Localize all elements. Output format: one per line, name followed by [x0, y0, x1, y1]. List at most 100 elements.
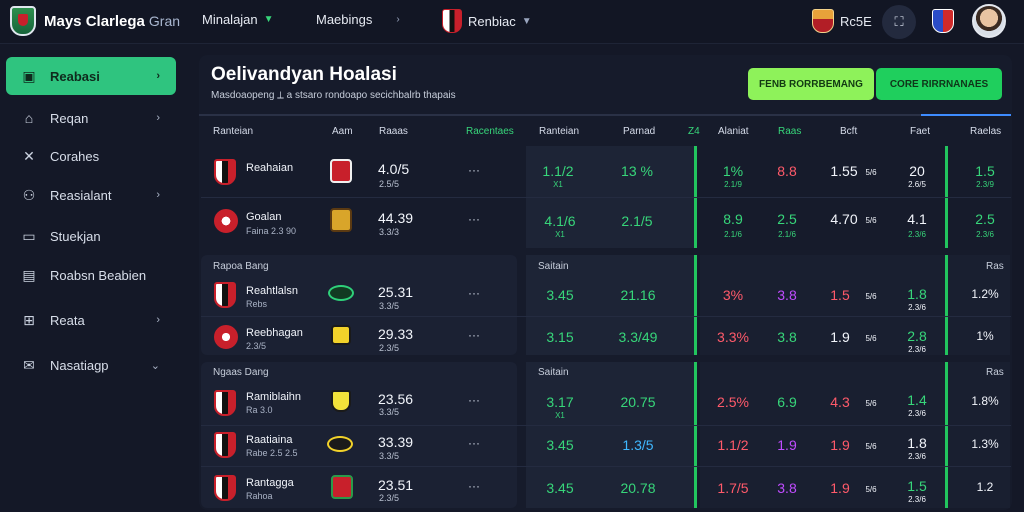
avatar[interactable]	[972, 4, 1006, 38]
team-crest-icon[interactable]	[932, 9, 954, 33]
team-crest-icon	[812, 9, 834, 33]
nav-matches[interactable]: Maebings ›	[316, 12, 400, 27]
stat-sub: 5/6	[865, 216, 877, 225]
col-header-rates: Raaas	[379, 126, 408, 137]
rate-value: 23.51	[378, 477, 414, 493]
accent-bar	[945, 255, 948, 355]
top-bar: Mays Clarlega Gran Minalajan ▼ Maebings ›…	[0, 0, 1024, 44]
stat-cell: 3.8	[777, 329, 797, 345]
chevron-right-icon: ›	[156, 314, 160, 326]
col-header-team: Ranteian	[213, 126, 254, 137]
club-crest-logo	[10, 6, 36, 36]
more-options-icon[interactable]: ···	[468, 328, 480, 342]
sidebar-item-label: Reabasi	[50, 68, 100, 84]
sidebar-item-overview[interactable]: ▣ Reabasi ›	[6, 57, 176, 95]
chevron-right-icon: ›	[156, 70, 160, 82]
opponent-crest-icon	[327, 436, 353, 452]
team-crest-icon: ▣	[22, 67, 36, 84]
nav-team-label: Renbiac	[468, 13, 516, 29]
nav-competitions[interactable]: Minalajan ▼	[202, 12, 274, 27]
team-sub: Ra 3.0	[246, 405, 273, 415]
fullscreen-button[interactable]: ⛶	[882, 5, 916, 39]
col-header-ranking: Ranteian	[539, 126, 580, 137]
team-crest-icon	[214, 390, 236, 416]
team-name: Goalan	[246, 211, 282, 223]
sidebar-item-players[interactable]: ⚇ Reasialant ›	[6, 176, 176, 214]
stat-cell: 1.7/5	[717, 480, 749, 496]
team-sub: Faina 2.3 90	[246, 226, 297, 236]
stat-sub: 2.3/6	[908, 495, 926, 504]
stat-cell: 1.9	[830, 480, 850, 496]
stat-cell: 2.5	[975, 211, 995, 227]
stat-cell: 4.3	[830, 394, 850, 410]
sidebar-item-stadium[interactable]: ▭ Stuekjan	[6, 217, 176, 255]
sidebar-item-reports[interactable]: ▤ Roabsn Beabien	[6, 256, 176, 294]
stat-cell: 1.55	[830, 163, 858, 179]
stat-cell: 1.5	[830, 287, 850, 303]
more-options-icon[interactable]: ···	[468, 436, 480, 450]
stat-cell: 1.8%	[971, 394, 999, 408]
sidebar-item-label: Nasatiagp	[50, 357, 109, 373]
recommend-button[interactable]: FENB RORRBEMANG	[748, 68, 874, 100]
more-options-icon[interactable]: ···	[468, 212, 480, 226]
core-button[interactable]: CORE RIRRNANAES	[876, 68, 1002, 100]
home-icon: ⌂	[24, 110, 34, 126]
highlight-column	[526, 362, 696, 508]
team-name: Reahtlalsn	[246, 285, 298, 297]
stat-cell: 1.2%	[971, 287, 999, 301]
stat-cell: 13 %	[621, 163, 653, 179]
team-crest-icon	[214, 475, 236, 501]
col-header-pard: Parnad	[623, 126, 656, 137]
stat-cell: 3.8	[777, 480, 797, 496]
stat-cell: 8.9	[723, 211, 743, 227]
stat-cell: 2.5%	[717, 394, 749, 410]
stat-cell: 1.8	[907, 435, 927, 451]
stat-sub: 5/6	[865, 399, 877, 408]
rate-sub: 3.3/5	[379, 301, 400, 311]
sidebar-item-stats[interactable]: ⊞ Reata ›	[6, 301, 176, 339]
col-header-aam: Aam	[332, 126, 353, 137]
sidebar-item-messages[interactable]: ✉ Nasatiagp ⌄	[6, 346, 176, 384]
stat-cell: 1.2	[976, 480, 994, 494]
opponent-crest-icon	[330, 208, 352, 232]
col-header-raas: Raas	[778, 126, 802, 137]
players-icon: ⚇	[22, 186, 36, 203]
stat-cell: 1.5	[907, 478, 927, 494]
more-options-icon[interactable]: ···	[468, 479, 480, 493]
stat-sub: 5/6	[865, 168, 877, 177]
team-switch[interactable]: Rc5E	[812, 9, 872, 33]
section-bg	[700, 255, 1010, 355]
rate-value: 44.39	[378, 210, 414, 226]
stat-cell: 4.1	[907, 211, 927, 227]
section-group	[201, 255, 517, 355]
nav-team[interactable]: Renbiac ▼	[442, 9, 532, 33]
chevron-down-icon: ⌄	[150, 359, 160, 372]
sidebar-item-home[interactable]: ⌂ Reqan ›	[6, 99, 176, 137]
chevron-right-icon: ›	[396, 14, 400, 25]
accent-bar	[945, 362, 948, 508]
stat-cell: 1.1/2	[717, 437, 749, 453]
more-options-icon[interactable]: ···	[468, 286, 480, 300]
sidebar-item-coaches[interactable]: ✕ Corahes	[6, 137, 176, 175]
team-sub: Rahoa	[246, 491, 273, 501]
stat-cell: 8.8	[777, 163, 797, 179]
highlight-column	[526, 255, 696, 355]
stat-cell: 1.4	[907, 392, 927, 408]
stat-sub: 2.6/5	[908, 180, 926, 189]
more-options-icon[interactable]: ···	[468, 163, 480, 177]
brand-name: Mays Clarlega Gran	[44, 12, 181, 30]
brand[interactable]: Mays Clarlega Gran	[10, 6, 180, 36]
team-sub: Rebs	[246, 299, 268, 309]
col-header-alan: Alaniat	[718, 126, 749, 137]
stat-sub: 2.3/6	[908, 303, 926, 312]
opponent-crest-icon	[331, 475, 353, 499]
stat-cell: 1.9	[830, 437, 850, 453]
stat-sub: X1	[553, 180, 563, 189]
more-options-icon[interactable]: ···	[468, 393, 480, 407]
team-crest-icon	[442, 9, 462, 33]
stat-cell: 3.3/49	[618, 329, 658, 345]
team-crest-icon	[214, 325, 238, 349]
stat-cell: 3.45	[546, 287, 574, 303]
section-label: Saitain	[538, 367, 569, 378]
nav-competitions-label: Minalajan	[202, 12, 258, 27]
